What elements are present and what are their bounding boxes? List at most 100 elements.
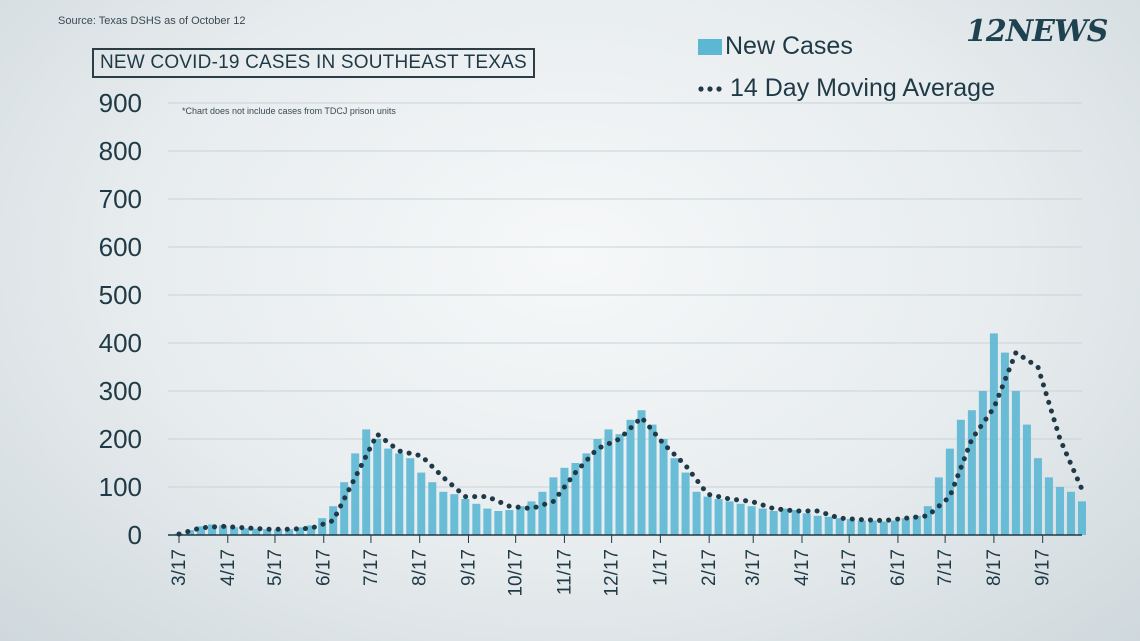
bar-34	[549, 477, 558, 535]
x-tick-label-4: 7/17	[361, 549, 382, 586]
bar-5	[230, 527, 239, 535]
source-note: Source: Texas DSHS as of October 12	[58, 15, 246, 27]
bar-36	[571, 463, 580, 535]
x-tick-label-2: 5/17	[265, 549, 286, 586]
bar-13	[318, 518, 327, 535]
y-tick-label-6: 600	[99, 232, 142, 262]
bar-54	[769, 511, 778, 535]
bar-77	[1022, 424, 1031, 535]
x-tick-label-9: 12/17	[602, 549, 623, 597]
bar-8	[263, 529, 272, 535]
bar-63	[868, 520, 877, 535]
bar-49	[714, 499, 723, 535]
bar-66	[901, 518, 910, 535]
bar-10	[285, 529, 294, 535]
x-tick-label-10: 1/17	[650, 549, 671, 586]
x-tick-label-14: 5/17	[839, 549, 860, 586]
x-tick-label-5: 8/17	[410, 549, 431, 586]
bar-79	[1044, 477, 1053, 535]
y-tick-label-0: 0	[128, 520, 142, 550]
bar-40	[615, 434, 624, 535]
bar-59	[824, 516, 833, 535]
bar-31	[516, 506, 525, 535]
bar-46	[681, 472, 690, 535]
y-tick-label-8: 800	[99, 136, 142, 166]
bar-29	[494, 511, 503, 535]
bar-15	[340, 482, 349, 535]
y-tick-label-2: 200	[99, 424, 142, 454]
bar-80	[1055, 487, 1064, 535]
bar-72	[967, 410, 976, 535]
bar-53	[758, 508, 767, 535]
bar-27	[472, 503, 481, 535]
bar-57	[802, 513, 811, 535]
bar-44	[659, 439, 668, 535]
bar-22	[417, 472, 426, 535]
bar-52	[747, 506, 756, 535]
chart-footnote: *Chart does not include cases from TDCJ …	[182, 106, 396, 116]
x-tick-label-3: 6/17	[314, 549, 335, 586]
bar-20	[395, 453, 404, 535]
bar-45	[670, 458, 679, 535]
bar-24	[439, 491, 448, 535]
bar-64	[879, 521, 888, 535]
y-tick-label-5: 500	[99, 280, 142, 310]
bar-71	[956, 419, 965, 535]
bar-4	[219, 525, 228, 535]
x-tick-label-7: 10/17	[506, 549, 527, 597]
y-tick-label-9: 900	[99, 88, 142, 118]
bar-60	[835, 518, 844, 535]
bar-56	[791, 510, 800, 535]
bar-48	[703, 496, 712, 535]
legend-item-new-cases: New Cases	[698, 32, 853, 61]
bar-82	[1078, 501, 1086, 535]
bar-7	[252, 528, 261, 535]
bar-65	[890, 520, 899, 535]
bar-19	[384, 448, 393, 535]
y-tick-label-4: 400	[99, 328, 142, 358]
bar-62	[857, 520, 866, 535]
y-tick-label-3: 300	[99, 376, 142, 406]
bar-55	[780, 508, 789, 535]
bar-18	[373, 439, 382, 535]
bar-9	[274, 529, 283, 535]
dotted-line-icon	[698, 86, 722, 92]
bar-50	[725, 501, 734, 535]
x-tick-label-17: 8/17	[984, 549, 1005, 586]
bar-35	[560, 467, 569, 535]
x-tick-label-6: 9/17	[458, 549, 479, 586]
bar-25	[450, 494, 459, 535]
bar-81	[1066, 491, 1075, 535]
bar-6	[241, 528, 250, 535]
bar-16	[351, 453, 360, 535]
bar-74	[989, 333, 998, 535]
bar-33	[538, 491, 547, 535]
x-tick-label-8: 11/17	[554, 549, 575, 595]
x-tick-label-0: 3/17	[169, 549, 190, 586]
y-tick-label-1: 100	[99, 472, 142, 502]
bar-12	[307, 525, 316, 535]
bar-26	[461, 499, 470, 535]
bar-73	[978, 391, 987, 535]
bar-30	[505, 510, 514, 535]
x-tick-label-13: 4/17	[792, 549, 813, 586]
bar-75	[1000, 352, 1009, 535]
legend-label-new-cases: New Cases	[725, 32, 853, 60]
x-tick-label-16: 7/17	[935, 549, 956, 586]
legend-label-moving-average: 14 Day Moving Average	[730, 74, 995, 102]
bar-21	[406, 458, 415, 535]
bar-23	[428, 482, 437, 535]
x-tick-label-18: 9/17	[1033, 549, 1054, 586]
bar-61	[846, 519, 855, 535]
legend-item-moving-average: 14 Day Moving Average	[698, 74, 995, 103]
bar-28	[483, 508, 492, 535]
x-tick-label-15: 6/17	[888, 549, 909, 586]
moving-average-line	[176, 348, 1085, 537]
bar-39	[604, 429, 613, 535]
bar-47	[692, 491, 701, 535]
bar-38	[593, 439, 602, 535]
bar-3	[208, 524, 217, 535]
bar-67	[912, 515, 921, 535]
x-tick-label-1: 4/17	[218, 549, 239, 586]
